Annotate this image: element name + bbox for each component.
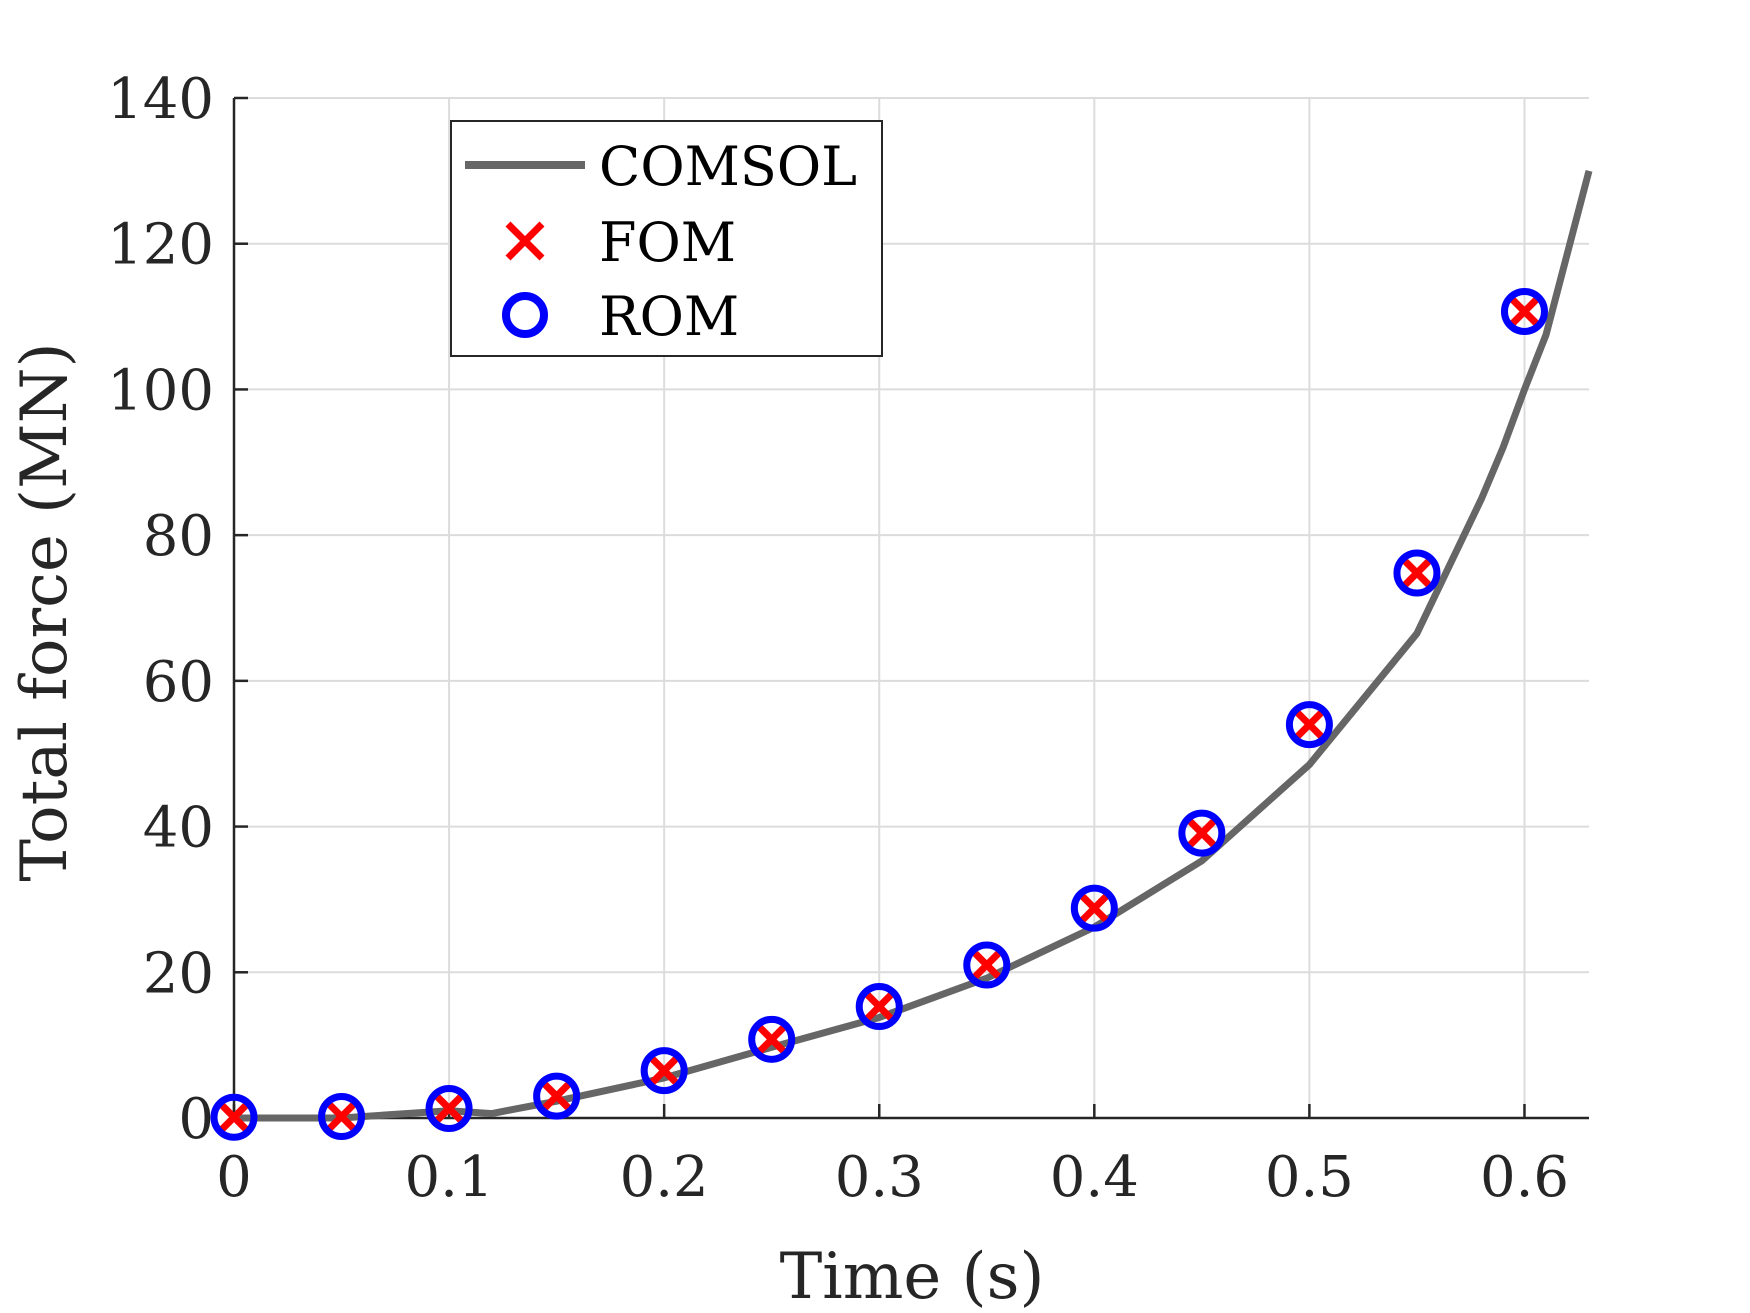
x-tick-label: 0.3 — [835, 1145, 924, 1210]
rom-point — [640, 1047, 688, 1095]
fom-point — [432, 1092, 466, 1126]
fom-point — [1292, 708, 1326, 742]
comsol-legend-label: COMSOL — [599, 135, 857, 198]
y-tick-label: 20 — [143, 941, 214, 1006]
x-stroke — [1400, 556, 1434, 590]
rom-legend-swatch — [502, 292, 548, 338]
fom-point — [647, 1054, 681, 1088]
series — [210, 170, 1593, 1141]
fom-point — [217, 1100, 251, 1134]
rom-point — [748, 1015, 796, 1063]
x-stroke — [1292, 708, 1326, 742]
rom-point — [425, 1085, 473, 1133]
x-stroke — [217, 1100, 251, 1134]
rom-point — [1178, 809, 1226, 857]
x-stroke — [540, 1079, 574, 1113]
comsol-line — [234, 170, 1593, 1122]
fom-point — [325, 1100, 359, 1134]
x-stroke — [970, 948, 1004, 982]
rom-legend-label: ROM — [599, 285, 739, 348]
x-stroke — [1508, 294, 1541, 328]
tick-labels: 0 0.1 0.2 0.3 0.4 0.5 0.6 0 20 40 60 80 100 120 140 — [107, 67, 1569, 1210]
rom-point — [1500, 287, 1548, 335]
x-stroke — [647, 1054, 681, 1088]
rom-point — [855, 983, 903, 1031]
x-stroke — [505, 221, 545, 261]
rom-point — [210, 1093, 258, 1141]
rom-point — [533, 1072, 581, 1120]
x-tick-label: 0 — [216, 1145, 252, 1210]
rom-point — [1070, 884, 1118, 932]
x-axis-title: Time (s) — [780, 1240, 1045, 1313]
y-tick-label: 40 — [143, 796, 214, 861]
fom-point — [1185, 816, 1219, 850]
fom-point — [970, 948, 1004, 982]
x-stroke — [755, 1022, 789, 1056]
fom-point — [540, 1079, 574, 1113]
y-tick-label: 80 — [143, 504, 214, 569]
y-tick-label: 120 — [107, 213, 214, 278]
fom-legend-label: FOM — [599, 211, 736, 274]
x-stroke — [432, 1092, 466, 1126]
y-tick-label: 60 — [143, 650, 214, 715]
x-tick-label: 0.2 — [620, 1145, 709, 1210]
x-stroke — [862, 990, 896, 1024]
fom-point — [1077, 891, 1111, 925]
legend: COMSOL FOM ROM — [450, 120, 883, 357]
y-tick-label: 140 — [107, 67, 214, 132]
fom-point — [862, 990, 896, 1024]
x-tick-label: 0.6 — [1480, 1145, 1569, 1210]
fom-legend-swatch — [505, 221, 545, 261]
x-stroke — [1077, 891, 1111, 925]
rom-point — [1285, 701, 1333, 749]
y-tick-label: 100 — [107, 358, 214, 423]
rom-point — [963, 941, 1011, 989]
fom-point — [755, 1022, 789, 1056]
fom-point — [1400, 556, 1434, 590]
y-tick-label: 0 — [178, 1087, 214, 1152]
fom-point — [1508, 294, 1541, 328]
x-stroke — [325, 1100, 359, 1134]
y-axis-title: Total force (MN) — [8, 342, 82, 881]
rom-point — [318, 1093, 366, 1141]
x-stroke — [1185, 816, 1219, 850]
x-tick-label: 0.5 — [1265, 1145, 1354, 1210]
x-tick-label: 0.1 — [405, 1145, 494, 1210]
rom-point — [1393, 549, 1441, 597]
x-tick-label: 0.4 — [1050, 1145, 1139, 1210]
